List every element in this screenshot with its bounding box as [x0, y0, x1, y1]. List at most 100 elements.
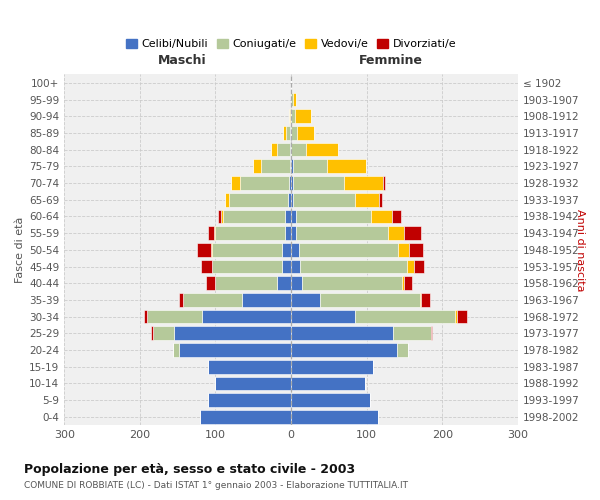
Bar	[174, 326, 291, 340]
Bar	[208, 360, 291, 374]
Bar	[225, 193, 229, 206]
Bar	[291, 243, 299, 256]
Bar	[297, 126, 314, 140]
Bar	[239, 176, 289, 190]
Bar	[290, 110, 291, 123]
Bar	[402, 276, 404, 290]
Bar	[291, 376, 365, 390]
Bar	[320, 293, 419, 307]
Bar	[431, 326, 433, 340]
Bar	[306, 143, 338, 156]
Bar	[421, 293, 430, 307]
Text: Popolazione per età, sesso e stato civile - 2003: Popolazione per età, sesso e stato civil…	[24, 462, 355, 475]
Bar	[291, 360, 373, 374]
Bar	[397, 343, 408, 357]
Bar	[179, 343, 291, 357]
Bar	[293, 176, 344, 190]
Bar	[211, 243, 212, 256]
Bar	[291, 210, 296, 224]
Bar	[290, 160, 291, 173]
Bar	[296, 210, 371, 224]
Bar	[214, 226, 215, 240]
Bar	[289, 176, 291, 190]
Bar	[197, 243, 211, 256]
Bar	[291, 393, 370, 407]
Bar	[208, 393, 291, 407]
Bar	[291, 276, 302, 290]
Bar	[293, 160, 326, 173]
Bar	[291, 310, 355, 324]
Bar	[208, 226, 214, 240]
Bar	[285, 210, 291, 224]
Bar	[230, 176, 239, 190]
Bar	[291, 143, 306, 156]
Bar	[212, 243, 282, 256]
Bar	[277, 276, 291, 290]
Bar	[291, 226, 296, 240]
Bar	[293, 193, 355, 206]
Y-axis label: Anni di nascita: Anni di nascita	[575, 208, 585, 291]
Bar	[289, 110, 290, 123]
Bar	[271, 143, 277, 156]
Bar	[388, 226, 404, 240]
Bar	[404, 276, 412, 290]
Bar	[293, 92, 296, 106]
Bar	[291, 293, 320, 307]
Bar	[206, 276, 215, 290]
Bar	[455, 310, 457, 324]
Bar	[151, 326, 153, 340]
Bar	[326, 160, 366, 173]
Bar	[218, 210, 221, 224]
Y-axis label: Fasce di età: Fasce di età	[15, 216, 25, 283]
Bar	[413, 260, 424, 274]
Bar	[296, 226, 388, 240]
Bar	[143, 310, 148, 324]
Bar	[302, 276, 402, 290]
Bar	[286, 126, 290, 140]
Bar	[404, 226, 421, 240]
Bar	[282, 260, 291, 274]
Bar	[291, 326, 393, 340]
Bar	[379, 193, 382, 206]
Bar	[383, 176, 385, 190]
Bar	[202, 310, 291, 324]
Bar	[179, 293, 183, 307]
Bar	[200, 410, 291, 424]
Bar	[291, 110, 295, 123]
Bar	[291, 92, 293, 106]
Bar	[223, 210, 285, 224]
Bar	[419, 293, 421, 307]
Bar	[291, 343, 397, 357]
Bar	[215, 276, 277, 290]
Bar	[355, 310, 455, 324]
Bar	[407, 260, 413, 274]
Bar	[173, 343, 179, 357]
Bar	[355, 193, 379, 206]
Bar	[215, 226, 285, 240]
Bar	[288, 193, 291, 206]
Bar	[253, 160, 261, 173]
Bar	[291, 410, 378, 424]
Text: Maschi: Maschi	[158, 54, 206, 68]
Bar	[344, 176, 383, 190]
Bar	[295, 110, 311, 123]
Legend: Celibi/Nubili, Coniugati/e, Vedovi/e, Divorziati/e: Celibi/Nubili, Coniugati/e, Vedovi/e, Di…	[121, 34, 461, 54]
Bar	[290, 126, 291, 140]
Bar	[212, 260, 282, 274]
Bar	[371, 210, 392, 224]
Bar	[291, 160, 293, 173]
Bar	[229, 193, 288, 206]
Bar	[283, 126, 286, 140]
Bar	[221, 210, 223, 224]
Bar	[299, 243, 398, 256]
Bar	[201, 260, 212, 274]
Bar	[285, 226, 291, 240]
Bar	[153, 326, 174, 340]
Bar	[398, 243, 409, 256]
Bar	[291, 260, 300, 274]
Bar	[148, 310, 202, 324]
Bar	[291, 193, 293, 206]
Bar	[290, 143, 291, 156]
Bar	[392, 210, 401, 224]
Bar	[300, 260, 407, 274]
